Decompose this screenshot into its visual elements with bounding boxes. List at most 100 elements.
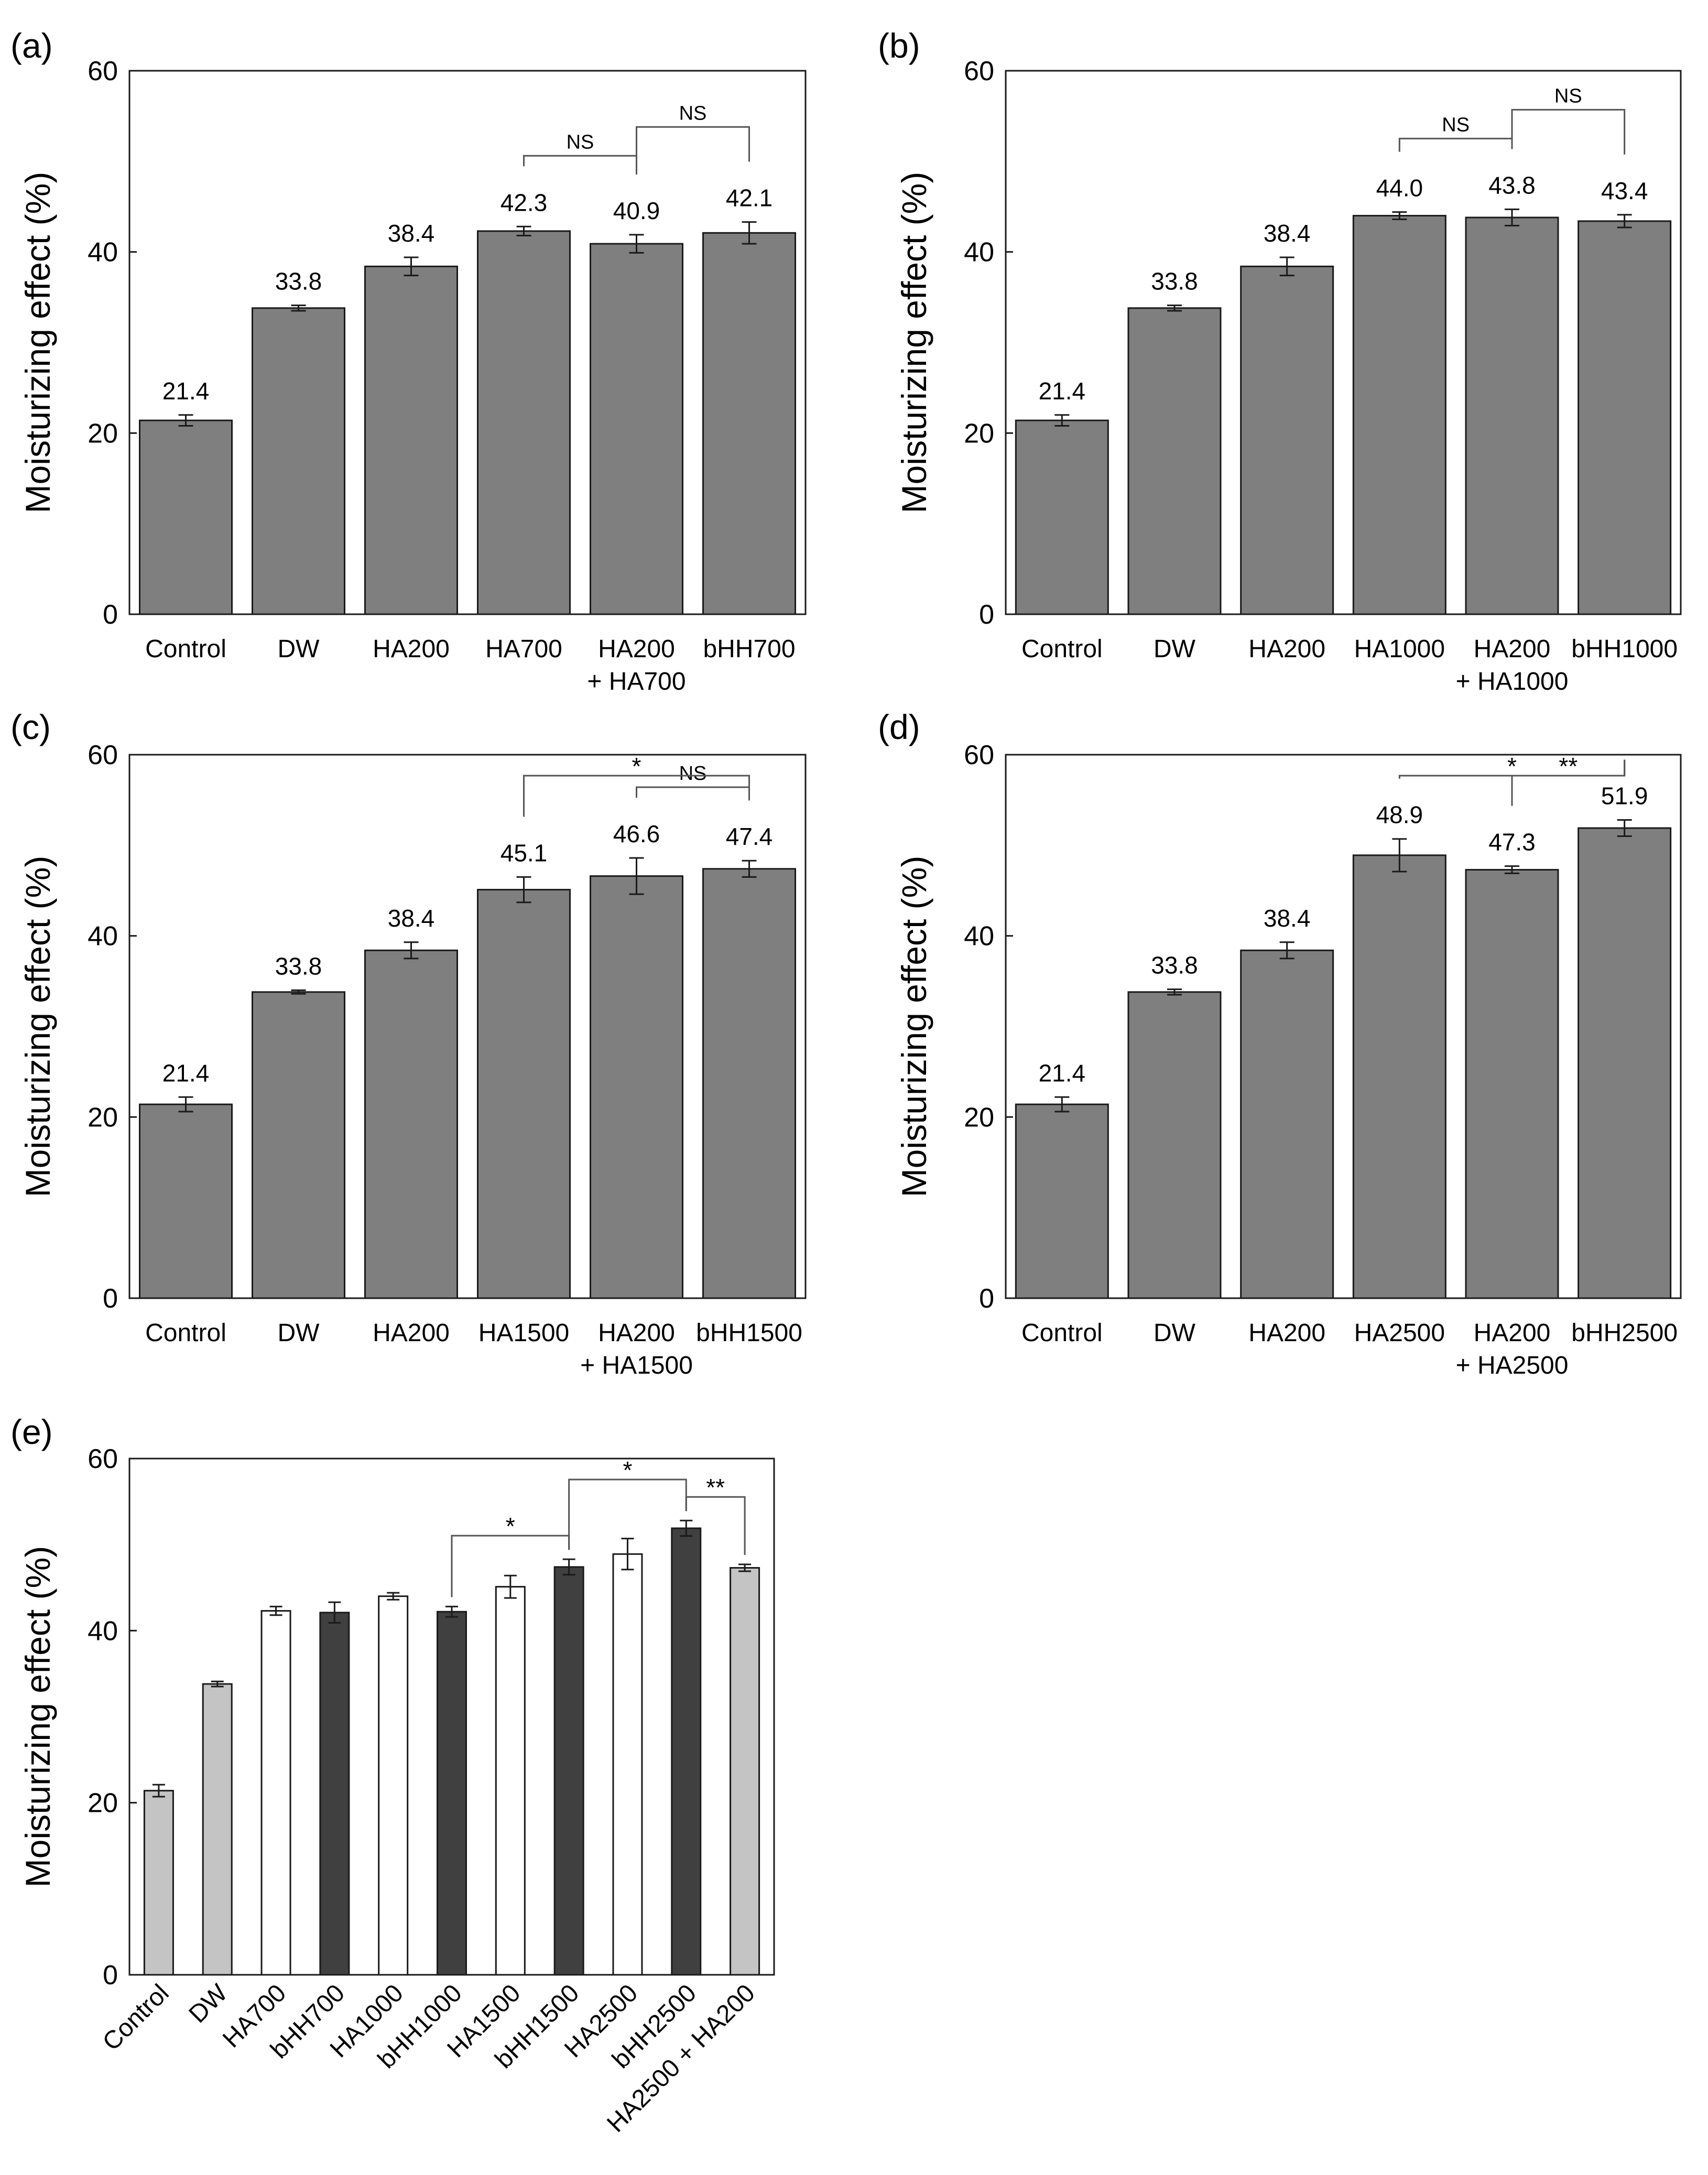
x-tick-label: DW [278, 1319, 320, 1347]
panel-label: (d) [878, 708, 920, 746]
significance-label: NS [1554, 85, 1582, 107]
y-tick-label: 40 [964, 921, 994, 952]
data-label: 51.9 [1601, 782, 1648, 809]
bar [143, 1790, 174, 1976]
bar [1015, 419, 1109, 615]
significance-label: NS [679, 102, 707, 124]
y-axis-label: Moisturizing effect (%) [18, 856, 57, 1198]
data-label: 40.9 [613, 197, 660, 224]
y-tick-label: 40 [964, 237, 994, 268]
x-tick-label: Control [1021, 1319, 1103, 1347]
y-tick-label: 0 [979, 1284, 994, 1314]
bar [702, 232, 796, 615]
data-label: 21.4 [1039, 1059, 1086, 1086]
x-tick-label: bHH1500 [696, 1319, 802, 1347]
data-label: 21.4 [162, 377, 210, 405]
y-tick-label: 60 [88, 1444, 118, 1474]
bar [252, 991, 345, 1299]
x-tick-label: HA1500 [478, 1319, 569, 1347]
y-tick-label: 0 [103, 1960, 118, 1991]
bar [1352, 215, 1446, 615]
y-axis-label: Moisturizing effect (%) [895, 172, 933, 514]
data-label: 43.8 [1488, 171, 1536, 199]
bar [1352, 854, 1446, 1299]
data-label: 33.8 [1151, 952, 1198, 979]
x-tick-label: Control [145, 635, 226, 663]
data-label: 38.4 [388, 905, 435, 932]
data-label: 42.1 [726, 184, 773, 212]
bar [202, 1683, 233, 1976]
bar [139, 1103, 233, 1299]
y-axis-label: Moisturizing effect (%) [18, 172, 57, 514]
bar [1578, 220, 1672, 615]
x-tick-label: HA200 [1474, 635, 1551, 663]
data-label: 33.8 [1151, 268, 1198, 295]
y-tick-label: 40 [88, 237, 118, 268]
data-label: 33.8 [275, 952, 322, 980]
bar [590, 243, 683, 615]
data-label: 44.0 [1376, 175, 1423, 202]
x-tick-label: DW [183, 1979, 233, 2029]
panel-label: (c) [10, 708, 51, 746]
bar [730, 1567, 760, 1976]
significance-bracket [636, 786, 750, 801]
y-axis-label: Moisturizing effect (%) [18, 1546, 57, 1888]
plot-frame [128, 754, 807, 1299]
chart-panel-b: (b) Moisturizing effect (%) 0 20 40 60 21.4 33.… [878, 26, 1682, 695]
bar [590, 875, 683, 1299]
bar [477, 889, 571, 1299]
bar [612, 1553, 643, 1976]
bar [477, 230, 571, 615]
y-tick-label: 20 [964, 1102, 994, 1133]
data-label: 45.1 [501, 839, 548, 866]
data-label: 46.6 [613, 820, 660, 847]
bar [495, 1586, 526, 1976]
x-tick-label: DW [278, 635, 320, 663]
chart-panel-d: (d) Moisturizing effect (%) 0 20 40 60 21.4 33.… [878, 708, 1682, 1379]
bar [252, 307, 345, 615]
x-tick-label: Control [1021, 635, 1103, 663]
x-tick-label: + HA700 [587, 668, 686, 695]
significance-bracket [1398, 137, 1513, 152]
x-tick-label: HA200 [1248, 635, 1325, 663]
x-tick-label: HA2500 [1354, 1319, 1445, 1347]
y-tick-label: 60 [964, 740, 994, 770]
data-label: 38.4 [1264, 905, 1311, 932]
bar [1127, 307, 1222, 615]
x-tick-label: HA200 [373, 1319, 450, 1347]
bar [1465, 216, 1559, 615]
significance-label: NS [679, 763, 707, 785]
bar [553, 1566, 584, 1976]
bar [702, 868, 796, 1299]
x-tick-label: bHH1000 [1571, 635, 1678, 663]
significance-label: * [506, 1513, 515, 1540]
bar [437, 1611, 467, 1976]
y-axis-label: Moisturizing effect (%) [895, 856, 933, 1198]
y-tick-label: 20 [88, 1102, 118, 1133]
x-tick-label: DW [1154, 1319, 1196, 1347]
data-label: 21.4 [1039, 377, 1086, 405]
y-tick-label: 40 [88, 921, 118, 952]
data-label: 33.8 [275, 268, 322, 295]
data-label: 48.9 [1376, 801, 1423, 829]
y-tick-label: 60 [88, 56, 118, 86]
significance-bracket [523, 155, 637, 175]
y-tick-label: 0 [979, 600, 994, 630]
x-tick-label: bHH700 [703, 635, 795, 663]
bar [1127, 991, 1222, 1299]
bar [1578, 827, 1672, 1299]
significance-label: NS [567, 131, 594, 153]
significance-label: * [632, 753, 641, 780]
significance-bracket [523, 775, 750, 817]
y-tick-label: 20 [964, 418, 994, 449]
bar [364, 949, 458, 1299]
bar [378, 1595, 409, 1976]
y-tick-label: 40 [88, 1616, 118, 1646]
significance-bracket [1398, 759, 1626, 779]
bar [364, 265, 458, 615]
bar [1240, 265, 1334, 615]
chart-panel-c: (c) Moisturizing effect (%) 0 20 40 60 21.4 33.… [10, 708, 807, 1379]
data-label: 38.4 [1264, 220, 1311, 247]
significance-bracket [1511, 108, 1626, 155]
